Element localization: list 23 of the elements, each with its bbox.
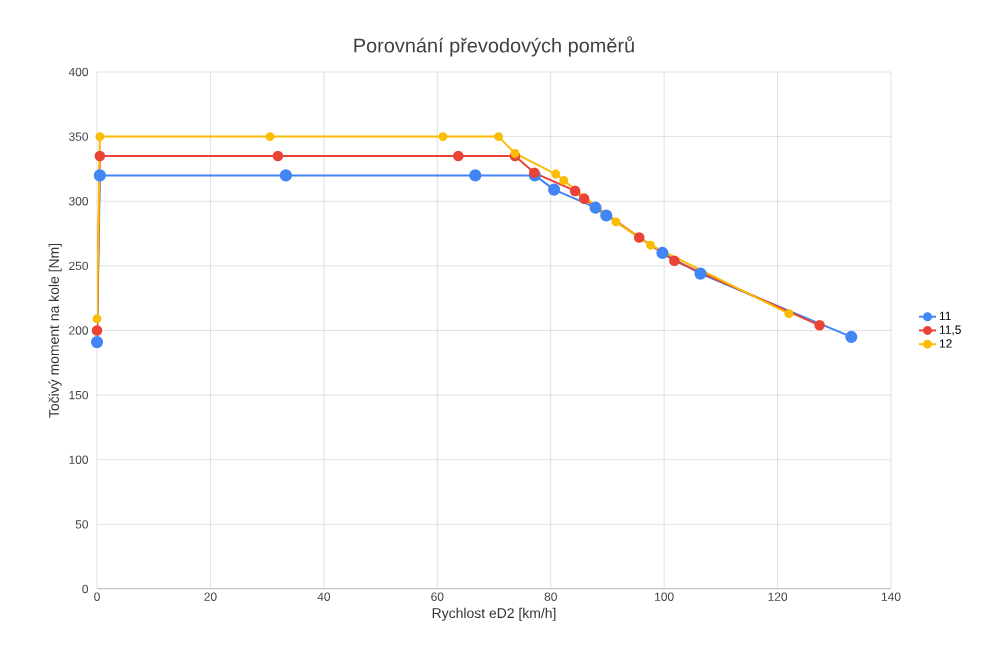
y-tick-label: 200 [69,326,89,335]
x-tick-label: 80 [544,592,557,601]
x-axis-title: Rychlost eD2 [km/h] [432,607,556,621]
x-tick-label: 120 [768,592,788,601]
y-tick-label: 400 [68,67,89,77]
legend-label: 11 [939,311,951,321]
chart-title: Porovnání převodových poměrů [354,36,634,57]
x-tick-label: 0 [94,592,100,601]
y-tick-label: 50 [75,520,89,529]
x-tick-label: 40 [317,592,331,601]
x-tick-label: 140 [881,592,901,601]
y-tick-label: 250 [69,261,89,271]
x-tick-label: 20 [204,592,217,601]
x-tick-label: 60 [431,592,444,601]
y-tick-label: 150 [69,390,89,400]
y-tick-label: 100 [69,455,89,464]
legend-label: 12 [939,339,952,348]
legend-label: 11,5 [939,325,961,336]
y-tick-label: 300 [69,197,89,206]
x-tick-label: 100 [655,592,674,601]
y-tick-label: 350 [69,132,89,141]
y-tick-label: 0 [82,584,89,594]
y-axis-title: Točivý moment na kole [Nm] [48,243,62,418]
